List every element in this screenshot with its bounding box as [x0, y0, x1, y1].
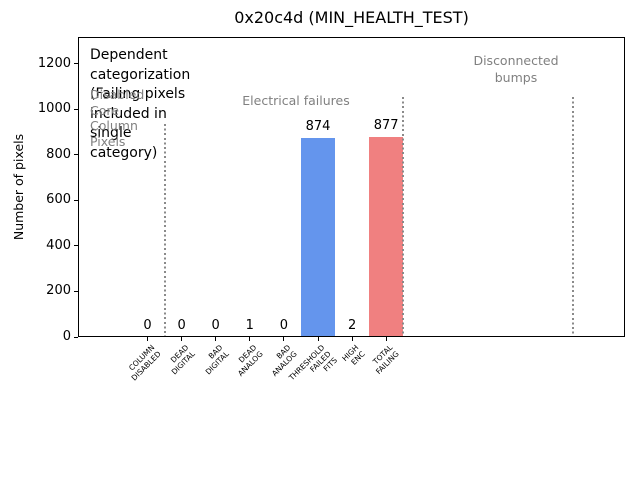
y-tick-label: 0: [62, 329, 71, 344]
y-tick-mark: [74, 290, 78, 292]
y-axis-label: Number of pixels: [11, 133, 26, 241]
annotation-dependent-categorization: Dependent categorization (Failing pixels…: [90, 47, 191, 161]
bar-value-label: 0: [143, 318, 152, 333]
bar-value-label: 1: [245, 317, 254, 333]
x-tick-mark: [181, 337, 183, 341]
y-tick-mark: [74, 63, 78, 65]
y-tick-label: 400: [46, 237, 71, 253]
bar: [369, 137, 404, 337]
x-tick-mark: [147, 337, 148, 341]
y-tick-mark: [74, 199, 78, 201]
x-tick-mark: [249, 337, 251, 341]
bar-value-label: 874: [305, 118, 331, 134]
separator-line: [164, 124, 166, 337]
chart-title: 0x20c4d (MIN_HEALTH_TEST): [234, 8, 469, 27]
separator-line: [572, 97, 574, 337]
y-tick-label: 600: [46, 192, 71, 208]
y-tick-label: 1000: [37, 101, 71, 117]
y-tick-label: 1200: [37, 55, 71, 71]
bar-value-label: 877: [373, 118, 399, 134]
bar-value-label: 0: [279, 318, 289, 333]
y-tick-mark: [74, 108, 78, 110]
bar-value-label: 0: [211, 318, 220, 333]
plot-area-border: [78, 37, 625, 337]
x-tick-mark: [215, 337, 217, 341]
annotation-electrical-failures: Electrical failures: [242, 93, 350, 108]
y-tick-mark: [74, 245, 78, 247]
y-tick-mark: [74, 336, 78, 338]
y-tick-label: 200: [46, 283, 71, 299]
x-tick-mark: [351, 337, 353, 341]
bar-value-label: 2: [347, 317, 357, 333]
y-tick-mark: [74, 154, 78, 156]
annotation-disconnected-bumps: Disconnected bumps: [473, 53, 559, 85]
bar: [300, 137, 336, 337]
x-tick-mark: [385, 337, 387, 341]
separator-line: [402, 97, 404, 337]
x-tick-mark: [283, 337, 285, 341]
annotation-disabled-core-column-pixels: Disabled Core Column Pixels: [90, 87, 145, 149]
x-tick-mark: [317, 337, 319, 341]
bar-value-label: 0: [177, 318, 186, 333]
y-tick-label: 800: [46, 146, 71, 162]
